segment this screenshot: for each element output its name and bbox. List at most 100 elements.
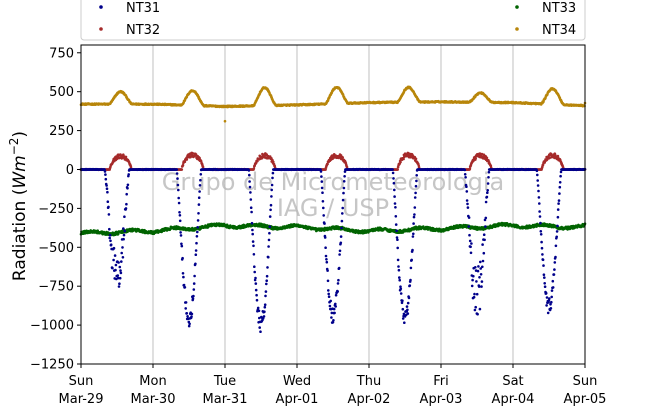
nt31-point — [248, 173, 251, 177]
nt31-point — [405, 305, 409, 308]
nt31-point — [181, 256, 184, 260]
nt31-point — [195, 241, 198, 245]
nt31-point — [190, 315, 193, 318]
nt31-point — [198, 184, 202, 187]
nt31-point — [394, 223, 398, 226]
nt31-point — [117, 261, 120, 264]
nt31-point — [194, 253, 198, 256]
nt31-point — [119, 271, 123, 275]
nt31-point — [178, 214, 182, 217]
nt31-point — [479, 273, 483, 276]
nt31-point — [476, 269, 480, 273]
nt31-point — [270, 188, 274, 192]
nt31-point — [392, 181, 396, 185]
nt31-point — [192, 282, 196, 285]
nt32-point — [326, 162, 329, 166]
nt31-point — [398, 276, 401, 279]
nt31-point — [264, 294, 267, 298]
nt31-point — [332, 319, 335, 322]
nt31-point — [482, 251, 486, 255]
nt31-point — [121, 255, 125, 259]
nt31-point — [268, 231, 271, 235]
nt31-point — [195, 235, 199, 238]
nt31-point — [326, 269, 329, 272]
nt31-point — [119, 269, 122, 272]
nt31-point — [183, 286, 187, 289]
nt31-point — [248, 180, 251, 183]
nt31-point — [341, 198, 345, 202]
nt32-point — [124, 155, 128, 159]
nt31-point — [480, 285, 483, 288]
nt31-point — [477, 285, 481, 288]
nt31-point — [474, 305, 478, 309]
nt31-point — [470, 242, 473, 245]
nt31-point — [334, 293, 338, 297]
nt31-point — [199, 173, 203, 176]
nt31-point — [122, 233, 126, 237]
nt31-point — [193, 274, 196, 278]
nt31-point — [266, 266, 269, 269]
nt31-point — [337, 266, 341, 270]
nt31-point — [323, 236, 327, 239]
nt32-point — [252, 167, 256, 170]
nt31-point — [342, 180, 346, 183]
nt31-point — [394, 206, 397, 209]
nt31-point — [408, 284, 412, 287]
nt31-point — [191, 297, 195, 301]
nt31-point — [414, 191, 417, 195]
nt32-point — [341, 156, 345, 159]
nt31-point — [343, 175, 346, 178]
nt31-point — [336, 282, 340, 285]
nt31-point — [468, 233, 471, 237]
nt31-point — [472, 295, 476, 299]
nt31-point — [254, 282, 258, 285]
nt31-point — [337, 278, 340, 282]
nt31-point — [334, 305, 338, 308]
nt31-point — [393, 202, 397, 205]
nt31-point — [197, 203, 201, 206]
nt31-point — [267, 255, 270, 259]
nt31-point — [465, 190, 469, 193]
nt31-point — [415, 179, 418, 183]
nt31-point — [341, 206, 345, 210]
nt31-point — [406, 301, 410, 305]
nt31-point — [396, 238, 399, 241]
nt31-point — [118, 282, 121, 286]
nt31-point — [484, 225, 487, 228]
nt31-point — [474, 266, 477, 269]
nt31-point — [476, 312, 479, 316]
nt31-point — [484, 216, 488, 220]
nt31-point — [339, 241, 343, 245]
nt31-point — [475, 292, 479, 296]
nt31-point — [413, 196, 417, 199]
nt31-point — [250, 210, 253, 214]
nt31-point — [342, 191, 345, 195]
nt31-point — [332, 307, 336, 311]
nt31-point — [487, 170, 491, 174]
nt31-point — [113, 254, 117, 257]
nt31-point — [263, 305, 267, 309]
nt31-point — [341, 212, 344, 215]
nt31-point — [265, 282, 268, 286]
nt31-point — [486, 182, 490, 185]
nt31-point — [268, 215, 272, 218]
nt31-point — [196, 230, 199, 234]
nt31-point — [463, 173, 467, 176]
nt31-point — [254, 276, 257, 280]
nt31-point — [340, 219, 344, 223]
nt31-point — [194, 262, 197, 266]
nt31-point — [198, 190, 201, 193]
nt31-point — [392, 177, 395, 180]
nt31-point — [472, 274, 475, 278]
nt32-point — [201, 165, 205, 169]
nt32-point — [180, 168, 184, 171]
nt31-point — [180, 244, 184, 248]
nt31-point — [486, 189, 490, 192]
nt31-point — [327, 289, 330, 292]
nt31-point — [109, 239, 112, 243]
nt31-point — [412, 215, 416, 219]
nt31-point — [484, 200, 488, 204]
nt31-point — [413, 206, 417, 209]
nt31-point — [254, 288, 258, 292]
nt31-point — [483, 238, 486, 242]
